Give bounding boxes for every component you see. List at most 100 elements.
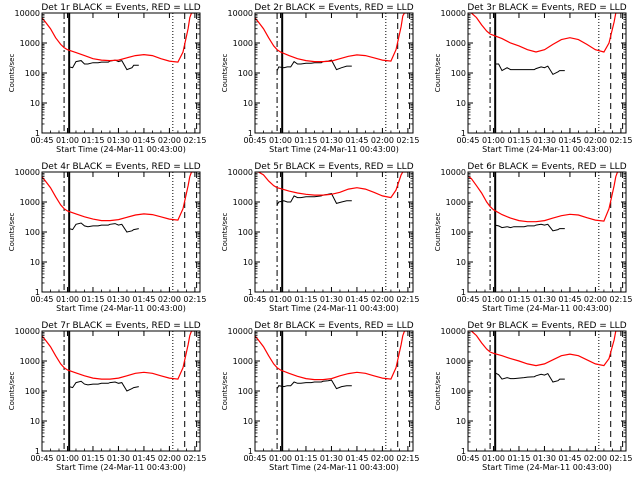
- x-tick-label: 01:15: [81, 454, 104, 463]
- panel-title: Det 6r BLACK = Events, RED = LLD: [467, 162, 626, 172]
- lld-series-line: [255, 172, 408, 199]
- x-tick-label: 01:30: [320, 136, 343, 145]
- axes-frame: [41, 12, 201, 134]
- x-axis-label: Start Time (24-Mar-11 00:43:00): [56, 463, 186, 472]
- x-tick-label: 02:15: [609, 136, 632, 145]
- x-tick-label: 01:45: [345, 136, 368, 145]
- x-tick-label: 00:45: [243, 136, 266, 145]
- x-tick-label: 02:00: [158, 454, 181, 463]
- x-tick-label: 01:45: [132, 136, 155, 145]
- y-axis-label: Counts/sec: [221, 54, 229, 93]
- y-tick-label: 100: [451, 228, 466, 237]
- x-tick-label: 02:00: [371, 136, 394, 145]
- x-tick-label: 02:15: [183, 295, 206, 304]
- panel-title: Det 9r BLACK = Events, RED = LLD: [467, 321, 626, 331]
- x-tick-label: 01:30: [533, 454, 556, 463]
- x-tick-label: 01:00: [482, 454, 505, 463]
- y-tick-label: 10: [456, 99, 466, 108]
- x-tick-label: 01:15: [507, 454, 530, 463]
- lld-series-line: [42, 13, 195, 63]
- panel-title: Det 4r BLACK = Events, RED = LLD: [41, 162, 200, 172]
- x-axis-label: Start Time (24-Mar-11 00:43:00): [482, 463, 612, 472]
- y-tick-label: 10000: [228, 327, 253, 336]
- x-tick-label: 01:00: [482, 136, 505, 145]
- x-tick-label: 00:45: [30, 454, 53, 463]
- y-tick-label: 1000: [446, 357, 466, 366]
- x-tick-label: 01:00: [269, 136, 292, 145]
- y-tick-label: 10: [456, 258, 466, 267]
- x-tick-label: 01:00: [56, 295, 79, 304]
- panel-det-4: Det 4r BLACK = Events, RED = LLD 1 10 100 10…: [8, 162, 206, 313]
- y-tick-label: 1: [461, 129, 466, 138]
- x-tick-label: 01:00: [482, 295, 505, 304]
- y-tick-label: 1000: [20, 357, 40, 366]
- panel-det-6: Det 6r BLACK = Events, RED = LLD 1 10 100 10…: [434, 162, 632, 313]
- panel-det-2: Det 2r BLACK = Events, RED = LLD 1 10 100 10…: [221, 3, 419, 154]
- panel-det-5: Det 5r BLACK = Events, RED = LLD 1 10 100 10…: [221, 162, 419, 313]
- x-tick-label: 01:15: [294, 136, 317, 145]
- y-tick-label: 1000: [233, 198, 253, 207]
- y-tick-label: 10: [243, 258, 253, 267]
- axes-frame: [467, 12, 627, 134]
- x-tick-label: 02:15: [609, 454, 632, 463]
- x-tick-label: 01:30: [107, 136, 130, 145]
- x-tick-label: 01:45: [132, 454, 155, 463]
- x-tick-label: 01:15: [507, 136, 530, 145]
- x-tick-label: 02:00: [584, 454, 607, 463]
- events-series-line: [494, 372, 565, 383]
- x-tick-label: 01:30: [533, 136, 556, 145]
- y-tick-label: 1: [248, 288, 253, 297]
- x-tick-label: 01:45: [558, 136, 581, 145]
- x-tick-label: 01:30: [533, 295, 556, 304]
- x-axis-label: Start Time (24-Mar-11 00:43:00): [482, 304, 612, 313]
- lld-series-line: [42, 172, 195, 222]
- y-tick-label: 10000: [441, 168, 466, 177]
- x-tick-label: 00:45: [243, 295, 266, 304]
- y-tick-label: 100: [238, 387, 253, 396]
- x-tick-label: 02:15: [396, 454, 419, 463]
- y-tick-label: 100: [238, 69, 253, 78]
- axes-frame: [467, 171, 627, 293]
- lld-series-line: [42, 331, 195, 380]
- y-tick-label: 10000: [441, 327, 466, 336]
- y-tick-label: 100: [25, 69, 40, 78]
- y-tick-label: 1000: [20, 198, 40, 207]
- x-axis-label: Start Time (24-Mar-11 00:43:00): [269, 463, 399, 472]
- events-series-line: [276, 379, 352, 390]
- panel-title: Det 7r BLACK = Events, RED = LLD: [41, 321, 200, 331]
- events-series-line: [495, 63, 565, 76]
- x-tick-label: 02:15: [183, 136, 206, 145]
- x-tick-label: 01:30: [320, 295, 343, 304]
- y-tick-label: 10: [456, 417, 466, 426]
- events-series-line: [276, 59, 352, 71]
- axes-frame: [254, 171, 414, 293]
- x-tick-label: 02:15: [396, 295, 419, 304]
- x-tick-label: 00:45: [456, 136, 479, 145]
- y-tick-label: 10: [30, 258, 40, 267]
- panel-title: Det 8r BLACK = Events, RED = LLD: [254, 321, 413, 331]
- panel-title: Det 3r BLACK = Events, RED = LLD: [467, 3, 626, 13]
- y-tick-label: 1: [35, 129, 40, 138]
- y-tick-label: 10000: [228, 9, 253, 18]
- y-axis-label: Counts/sec: [434, 213, 442, 252]
- x-tick-label: 02:00: [584, 136, 607, 145]
- lld-series-line: [468, 331, 621, 367]
- panel-title: Det 2r BLACK = Events, RED = LLD: [254, 3, 413, 13]
- panel-det-9: Det 9r BLACK = Events, RED = LLD 1 10 100 10…: [434, 321, 632, 472]
- y-tick-label: 1000: [20, 39, 40, 48]
- lld-series-line: [468, 172, 621, 223]
- x-tick-label: 01:45: [345, 295, 368, 304]
- x-tick-label: 00:45: [30, 136, 53, 145]
- axes-frame: [467, 330, 627, 452]
- x-axis-label: Start Time (24-Mar-11 00:43:00): [269, 145, 399, 154]
- x-tick-label: 00:45: [456, 295, 479, 304]
- x-tick-label: 01:45: [558, 454, 581, 463]
- panel-title: Det 5r BLACK = Events, RED = LLD: [254, 162, 413, 172]
- x-tick-label: 01:15: [294, 454, 317, 463]
- y-axis-label: Counts/sec: [434, 372, 442, 411]
- x-tick-label: 02:15: [183, 454, 206, 463]
- y-tick-label: 100: [451, 69, 466, 78]
- y-axis-label: Counts/sec: [8, 54, 16, 93]
- x-tick-label: 02:00: [584, 295, 607, 304]
